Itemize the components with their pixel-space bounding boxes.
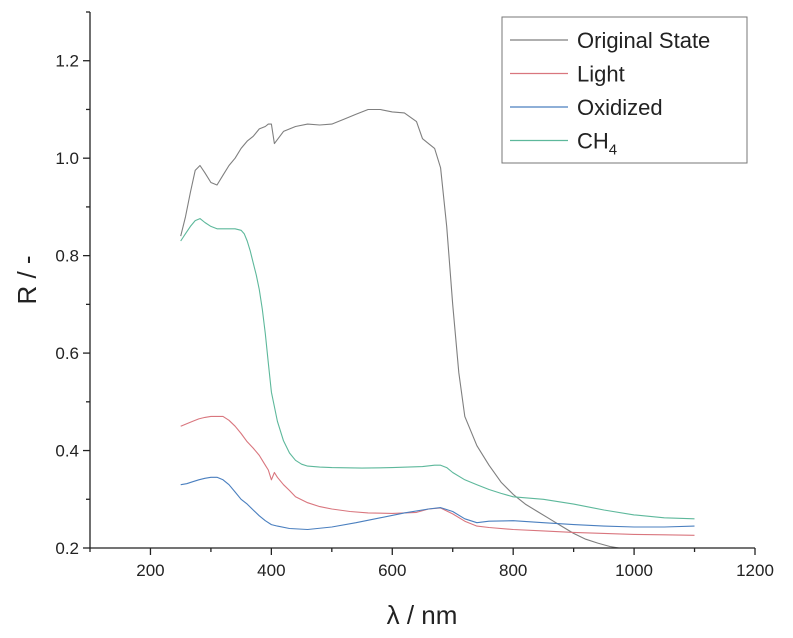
legend-subscript: 4 xyxy=(609,142,617,159)
x-tick-label: 600 xyxy=(378,561,406,580)
x-tick-label: 400 xyxy=(257,561,285,580)
legend-box xyxy=(501,16,748,164)
series-line-3 xyxy=(180,476,695,531)
y-tick-label: 1.0 xyxy=(55,149,79,168)
y-tick-label: 1.2 xyxy=(55,52,79,71)
x-tick-label: 1200 xyxy=(736,561,774,580)
y-tick-label: 0.8 xyxy=(55,247,79,266)
x-tick-label: 800 xyxy=(499,561,527,580)
y-axis-title: R / - xyxy=(12,255,42,304)
legend-label: Light xyxy=(577,62,625,87)
x-tick-label: 1000 xyxy=(615,561,653,580)
x-axis-ticks: 200 400 600 800 1000 1200 xyxy=(89,548,774,580)
series-layer xyxy=(180,108,695,548)
y-tick-label: 0.2 xyxy=(55,539,79,558)
legend-label: Oxidized xyxy=(577,95,663,120)
series-line-1 xyxy=(180,108,620,548)
x-tick-label: 200 xyxy=(136,561,164,580)
x-axis-title: λ / nm xyxy=(387,600,458,630)
y-tick-label: 0.4 xyxy=(55,442,79,461)
series-line-4 xyxy=(180,218,695,520)
axes xyxy=(89,12,755,549)
y-axis-ticks: 0.2 0.4 0.6 0.8 1.0 1.2 xyxy=(55,11,90,558)
y-tick-label: 0.6 xyxy=(55,344,79,363)
legend-label: Original State xyxy=(577,28,710,53)
series-line-2 xyxy=(180,415,695,536)
